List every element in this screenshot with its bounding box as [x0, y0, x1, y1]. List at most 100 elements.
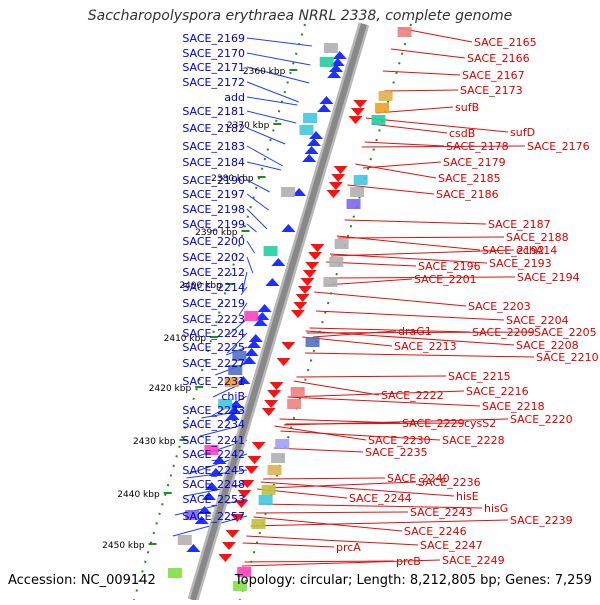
- minus-gene-box: [237, 567, 252, 577]
- minus-leader-line: [337, 236, 505, 239]
- plus-leader-line: [246, 193, 269, 211]
- plus-gene-arrow: [253, 318, 268, 326]
- plus-gene-label: SACE_2223: [182, 313, 245, 326]
- plus-gene-arrow: [302, 154, 317, 162]
- plus-leader-line: [228, 318, 248, 336]
- minus-leader-line: [390, 48, 466, 59]
- minus-gene-arrow: [297, 286, 312, 294]
- tick-label: 2440 kbp: [117, 490, 160, 500]
- minus-leader-line: [256, 511, 409, 514]
- minus-gene-arrow: [310, 244, 325, 252]
- minus-gene-label: sufD: [510, 126, 535, 139]
- plus-gene-arrow: [265, 278, 280, 286]
- minus-gene-arrow: [350, 108, 365, 116]
- plus-gene-arrow: [244, 348, 259, 356]
- minus-gene-arrow: [240, 480, 255, 488]
- plus-gene-box: [244, 311, 259, 321]
- plus-gene-arrow: [330, 58, 345, 66]
- plus-gene-box: [232, 351, 247, 361]
- minus-gene-label: SACE_2235: [365, 446, 428, 459]
- plus-gene-label: SACE_2231: [182, 375, 245, 388]
- minus-gene-label: cysS2: [464, 417, 496, 430]
- tick-label: 2380 kbp: [211, 174, 254, 184]
- minus-leader-line: [267, 481, 417, 489]
- tick-label: 2420 kbp: [149, 384, 192, 394]
- plus-gene-label: SACE_2257: [182, 510, 245, 523]
- plus-gene-label: SACE_2202: [182, 251, 245, 264]
- minus-leader-line: [242, 542, 335, 548]
- minus-gene-label: SACE_2185: [438, 172, 501, 185]
- plus-gene-label: add: [224, 91, 245, 104]
- plus-gene-box: [263, 246, 278, 256]
- minus-leader-line: [316, 310, 505, 321]
- plus-gene-arrow: [309, 131, 324, 139]
- minus-gene-label: SACE_2229: [402, 417, 465, 430]
- plus-gene-label: SACE_2181: [182, 105, 245, 118]
- minus-gene-box: [233, 581, 248, 591]
- minus-leader-line: [382, 70, 461, 76]
- minus-gene-label: SACE_2210: [536, 351, 599, 364]
- minus-gene-label: SACE_2173: [460, 84, 523, 97]
- minus-leader-line: [376, 106, 454, 114]
- plus-guide-line: [132, 23, 306, 601]
- minus-gene-arrow: [247, 456, 262, 464]
- minus-leader-line: [329, 253, 488, 264]
- minus-gene-label: SACE_2244: [349, 492, 412, 505]
- plus-gene-arrow: [332, 51, 347, 59]
- plus-gene-label: SACE_2214: [182, 281, 245, 294]
- minus-gene-arrow: [328, 182, 343, 190]
- plus-leader-line: [246, 66, 310, 84]
- plus-leader-line: [246, 110, 297, 124]
- kbp-ticks: 2360 kbp 2370 kbp 2380 kbp 2390 kbp 2400 kbp…: [102, 67, 298, 551]
- plus-gene-box: [281, 187, 296, 197]
- minus-gene-label: SACE_2230: [368, 434, 431, 447]
- minus-gene-arrow: [308, 252, 323, 260]
- plus-gene-label: SACE_2227: [182, 357, 245, 370]
- genome-summary-text: Topology: circular; Length: 8,212,805 bp…: [234, 573, 592, 588]
- minus-gene-box: [287, 399, 302, 409]
- minus-leader-line: [362, 161, 442, 169]
- minus-gene-label: SACE_2196: [418, 260, 481, 273]
- minus-gene-box: [271, 453, 286, 463]
- minus-gene-label: SACE_2246: [404, 525, 467, 538]
- minus-leader-line: [364, 141, 445, 147]
- minus-gene-label: SACE_2236: [418, 476, 481, 489]
- plus-leader-line: [246, 81, 299, 103]
- minus-gene-arrow: [300, 278, 315, 286]
- minus-leader-line: [306, 331, 533, 334]
- minus-gene-box: [275, 439, 290, 449]
- minus-gene-arrow: [264, 400, 279, 408]
- tick-label: 2370 kbp: [227, 121, 270, 131]
- minus-gene-box: [346, 199, 361, 209]
- minus-gene-label: echA14: [516, 244, 557, 257]
- plus-leader-line: [246, 52, 311, 66]
- plus-gene-label: SACE_2253: [182, 493, 245, 506]
- plus-gene-label: SACE_2169: [182, 32, 245, 45]
- leader-lines: [172, 27, 535, 567]
- plus-gene-label: SACE_2212: [182, 266, 245, 279]
- plus-gene-label: SACE_2197: [182, 188, 245, 201]
- plus-gene-label: SACE_2199: [182, 218, 245, 231]
- minus-gene-label: SACE_2240: [387, 472, 450, 485]
- minus-leader-line: [384, 89, 459, 92]
- minus-leader-line: [244, 560, 395, 563]
- minus-leader-line: [283, 418, 509, 426]
- plus-leader-line: [246, 256, 254, 274]
- plus-gene-arrow: [292, 188, 307, 196]
- minus-gene-box: [350, 187, 365, 197]
- minus-gene-box: [261, 485, 276, 495]
- plus-gene-label: SACE_2242: [182, 448, 245, 461]
- plus-gene-box: [185, 510, 200, 520]
- tick-label: 2360 kbp: [243, 67, 286, 77]
- plus-leader-line: [246, 240, 255, 254]
- minus-gene-label: SACE_2243: [410, 506, 473, 519]
- minus-gene-label: csdB: [449, 127, 475, 140]
- plus-gene-arrow: [327, 70, 342, 78]
- plus-gene-arrow: [229, 400, 244, 408]
- minus-gene-label: SACE_2222: [381, 389, 444, 402]
- plus-gene-arrow: [186, 544, 201, 552]
- minus-gene-box: [378, 91, 393, 101]
- minus-gene-label: SACE_2188: [506, 231, 569, 244]
- minus-gene-box: [353, 175, 368, 185]
